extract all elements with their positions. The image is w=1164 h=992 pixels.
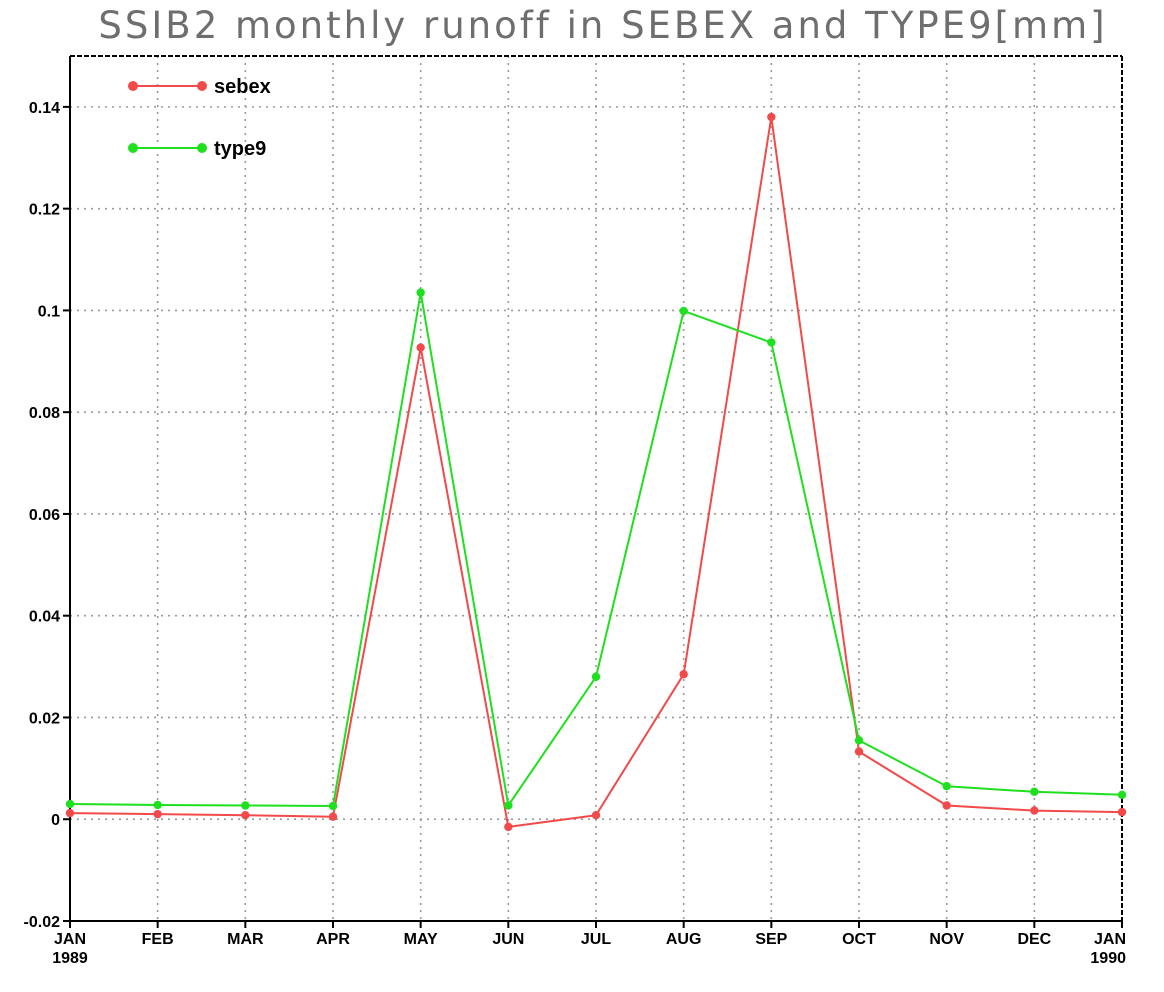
series-layer — [65, 112, 1127, 832]
data-point-type9 — [591, 672, 601, 681]
grid-layer — [70, 56, 1122, 921]
data-point-sebex — [153, 809, 162, 819]
legend-marker-type9 — [128, 143, 138, 153]
data-point-type9 — [1117, 790, 1127, 800]
x-tick-label: JAN — [1094, 931, 1126, 948]
y-tick-label: 0.06 — [29, 507, 60, 524]
x-tick-label: SEP — [755, 931, 787, 948]
data-point-type9 — [767, 338, 776, 347]
x-tick-label: JAN — [54, 931, 86, 948]
x-tick-year-label: 1990 — [1090, 950, 1126, 967]
x-tick-label: JUN — [492, 931, 524, 948]
data-point-sebex — [679, 670, 688, 679]
legend-label-type9: type9 — [214, 138, 266, 160]
legend-marker-sebex — [128, 81, 138, 91]
chart-title: SSIB2 monthly runoff in SEBEX and TYPE9[… — [98, 4, 1107, 47]
legend-marker-type9 — [197, 143, 207, 153]
data-point-sebex — [767, 112, 776, 122]
x-tick-label: APR — [316, 931, 350, 948]
y-tick-label: 0.02 — [29, 710, 60, 727]
data-point-type9 — [416, 288, 425, 297]
x-tick-year-label: 1989 — [52, 950, 88, 967]
y-tick-label: 0.1 — [38, 303, 60, 320]
data-point-type9 — [504, 801, 513, 810]
data-point-type9 — [153, 800, 162, 810]
y-tick-label: 0.14 — [29, 100, 60, 117]
data-point-type9 — [942, 781, 951, 791]
data-point-type9 — [328, 801, 338, 811]
data-point-sebex — [65, 808, 75, 818]
y-tick-label: 0.04 — [29, 609, 60, 626]
series-line-sebex — [69, 116, 1123, 828]
x-tick-label: FEB — [142, 931, 174, 948]
x-tick-label: MAR — [227, 931, 264, 948]
legend: sebex type9 — [128, 76, 271, 160]
data-point-sebex — [241, 810, 250, 820]
data-point-sebex — [1117, 807, 1127, 817]
data-point-sebex — [416, 343, 425, 352]
x-tick-label: OCT — [842, 931, 876, 948]
data-point-sebex — [1030, 806, 1039, 815]
x-tick-label: DEC — [1017, 931, 1051, 948]
x-tick-label: JUL — [581, 931, 611, 948]
data-point-sebex — [328, 812, 338, 821]
y-tick-label: -0.02 — [24, 914, 61, 931]
axis-layer: -0.02 0 0.02 0.04 0.06 0.08 0.1 0.12 0.14 JAN 1989… — [24, 55, 1126, 967]
x-tick-label: MAY — [404, 931, 438, 948]
data-point-type9 — [1030, 787, 1039, 796]
data-point-sebex — [942, 801, 951, 810]
x-tick-label: NOV — [929, 931, 964, 948]
x-tick-label: AUG — [666, 931, 702, 948]
data-point-type9 — [65, 799, 75, 809]
data-point-sebex — [504, 822, 513, 832]
data-point-type9 — [854, 736, 864, 745]
legend-marker-sebex — [197, 81, 207, 91]
legend-label-sebex: sebex — [214, 76, 271, 98]
data-point-type9 — [679, 306, 688, 316]
y-tick-label: 0.12 — [29, 202, 60, 219]
y-tick-label: 0.08 — [29, 405, 60, 422]
data-point-type9 — [241, 801, 250, 810]
data-point-sebex — [854, 747, 864, 756]
y-tick-label: 0 — [51, 812, 60, 829]
data-point-sebex — [591, 810, 601, 820]
